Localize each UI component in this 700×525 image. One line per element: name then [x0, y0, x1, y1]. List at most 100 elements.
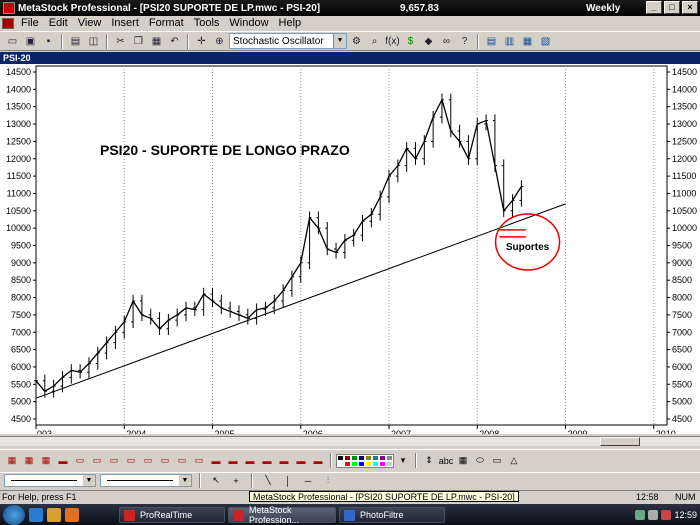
truck-icon[interactable]: ▬ [313, 455, 323, 466]
y-tick-label-right: 5500 [672, 379, 692, 389]
tile-icon[interactable]: ▤ [486, 35, 497, 47]
price-chart[interactable]: 14500 14500 14000 14000 13500 13500 13000 13000… [0, 64, 700, 439]
truck-icon[interactable]: ▬ [58, 455, 68, 466]
chart-style-icon[interactable]: ▦ [41, 455, 51, 465]
y-tick-label-right: 9000 [672, 258, 692, 268]
truck-icon[interactable]: ▬ [262, 455, 272, 466]
start-button[interactable] [3, 504, 25, 525]
status-time: 12:58 [636, 492, 659, 502]
chart-style-icon[interactable]: ▦ [24, 455, 34, 465]
toolbar-separator [415, 453, 417, 468]
color-palette[interactable] [336, 453, 394, 468]
undo-icon[interactable]: ↶ [170, 35, 179, 47]
menu-insert[interactable]: Insert [111, 17, 139, 29]
help-pointer-icon[interactable]: ? [461, 35, 468, 47]
menu-format[interactable]: Format [148, 17, 184, 29]
menu-edit[interactable]: Edit [48, 17, 68, 29]
print-preview-icon[interactable]: ◫ [88, 35, 99, 47]
scrollbar-thumb[interactable] [600, 437, 640, 446]
dollar-icon[interactable]: $ [407, 35, 414, 47]
line-style-select[interactable]: ▼ [4, 474, 96, 487]
horizontal-scrollbar[interactable] [0, 436, 700, 446]
new-icon[interactable]: ▭ [7, 35, 18, 47]
zoom-icon[interactable]: ⊕ [215, 35, 224, 47]
y-tick-label-right: 4500 [672, 414, 692, 424]
document-icon[interactable] [2, 17, 14, 29]
cut-icon[interactable]: ✂ [116, 35, 125, 47]
binoculars-icon[interactable]: ∞ [442, 35, 451, 47]
period-icon[interactable]: ▭ [126, 455, 136, 465]
period-icon[interactable]: ▭ [194, 455, 204, 465]
shield-icon[interactable] [661, 509, 672, 520]
period-icon[interactable]: ▭ [143, 455, 153, 465]
task-prorealtime[interactable]: ProRealTime [119, 507, 225, 523]
truck-icon[interactable]: ▬ [245, 455, 255, 466]
task-photofiltre[interactable]: PhotoFiltre [339, 507, 445, 523]
copy-icon[interactable]: ❐ [134, 35, 143, 47]
chart-area[interactable]: 14500 14500 14000 14000 13500 13500 13000 13000… [0, 64, 700, 439]
tile-horizontal-icon[interactable]: ▦ [522, 35, 533, 47]
paste-icon[interactable]: ▦ [151, 35, 162, 47]
triangle-icon[interactable]: △ [510, 455, 518, 465]
close-button[interactable]: × [682, 1, 698, 14]
minimize-button[interactable]: _ [646, 1, 662, 14]
x-tick-label: 2004 [126, 429, 146, 434]
save-icon[interactable]: ▪ [46, 35, 51, 47]
expert-icon[interactable]: ⚙ [352, 35, 361, 47]
chart-style-icon[interactable]: ▦ [7, 455, 17, 465]
period-icon[interactable]: ▭ [75, 455, 85, 465]
menu-help[interactable]: Help [278, 17, 302, 29]
y-tick-label-right: 7500 [672, 310, 692, 320]
truck-icon[interactable]: ▬ [296, 455, 306, 466]
chevron-down-icon: ▼ [83, 475, 95, 486]
ie-icon[interactable] [29, 507, 43, 522]
task-metastock[interactable]: MetaStock Profession... [228, 505, 336, 525]
tile-vertical-icon[interactable]: ▧ [540, 35, 551, 47]
line-weight-select[interactable]: ▼ [100, 474, 192, 487]
system-tester-icon[interactable]: ◆ [424, 35, 433, 47]
clock[interactable]: 12:59 [674, 509, 697, 520]
text-tool-button[interactable]: abc [438, 455, 454, 466]
pointer-icon[interactable]: ↖ [212, 475, 220, 485]
truck-icon[interactable]: ▬ [279, 455, 289, 466]
horizontal-line-icon[interactable]: ─ [304, 475, 312, 486]
network-icon[interactable] [635, 509, 646, 520]
explorer-icon[interactable]: ⌕ [371, 35, 378, 47]
rectangle-icon[interactable]: ▭ [492, 455, 502, 465]
ellipse-icon[interactable]: ⬭ [476, 455, 484, 465]
status-bar: For Help, press F1 MetaStock Professiona… [0, 490, 700, 503]
period-icon[interactable]: ▭ [92, 455, 102, 465]
trendline-icon[interactable]: ╲ [265, 475, 271, 485]
chevron-down-icon[interactable]: ▾ [400, 455, 406, 465]
crosshair-icon[interactable]: + [233, 475, 239, 486]
truck-icon[interactable]: ▬ [211, 455, 221, 466]
period-icon[interactable]: ▭ [160, 455, 170, 465]
toolbar-separator [251, 473, 253, 488]
toolbar-separator [106, 33, 108, 49]
y-tick-label-right: 12000 [672, 154, 697, 164]
cascade-icon[interactable]: ▥ [504, 35, 515, 47]
indicator-select[interactable]: Stochastic Oscillator ▼ [229, 33, 347, 49]
menu-tools[interactable]: Tools [193, 17, 220, 29]
vertical-line-icon[interactable]: │ [285, 475, 291, 486]
grid-icon[interactable]: ▦ [458, 455, 468, 465]
truck-icon[interactable]: ▬ [228, 455, 238, 466]
print-icon[interactable]: ▤ [70, 35, 81, 47]
period-icon[interactable]: ▭ [177, 455, 187, 465]
formula-button[interactable]: f(x) [385, 35, 400, 47]
x-tick-label: 2005 [215, 429, 235, 434]
folder-icon[interactable] [47, 507, 61, 522]
cycle-lines-icon[interactable]: ⫶ [326, 475, 330, 485]
x-tick-label: 2006 [303, 429, 323, 434]
y-tick-label-left: 9000 [11, 258, 31, 268]
open-icon[interactable]: ▣ [25, 35, 36, 47]
period-icon[interactable]: ▭ [109, 455, 119, 465]
menu-window[interactable]: Window [229, 17, 269, 29]
volume-icon[interactable] [648, 509, 659, 520]
media-player-icon[interactable] [65, 507, 79, 522]
restore-button[interactable]: □ [664, 1, 680, 14]
spin-icon[interactable]: ⇕ [425, 455, 433, 465]
menu-file[interactable]: File [21, 17, 39, 29]
crosshair-icon[interactable]: ✛ [197, 35, 206, 47]
menu-view[interactable]: View [77, 17, 102, 29]
